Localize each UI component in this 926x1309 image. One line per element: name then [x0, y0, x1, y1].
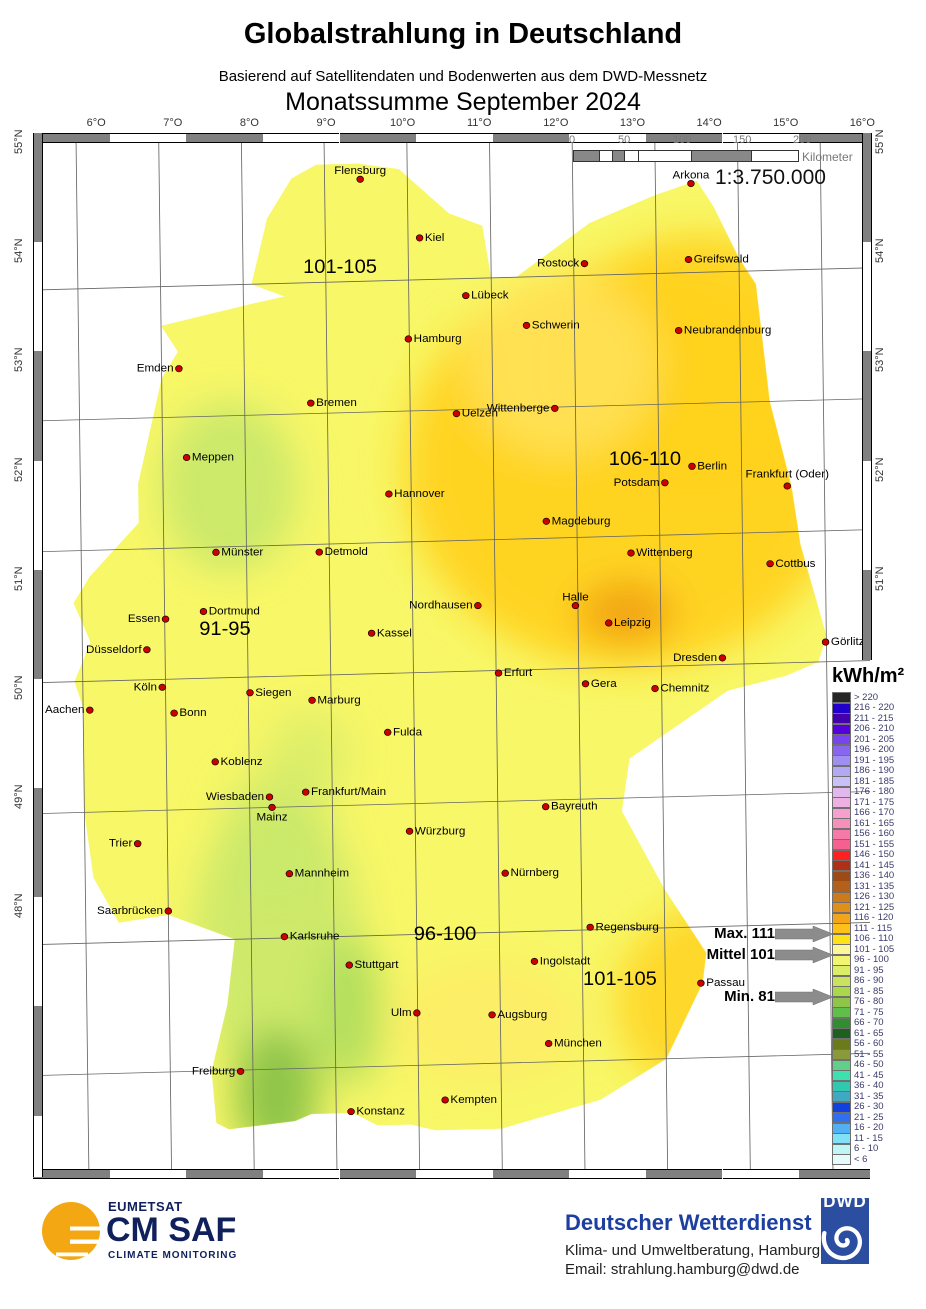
svg-text:Wittenberg: Wittenberg	[636, 547, 692, 559]
svg-text:Meppen: Meppen	[192, 452, 234, 464]
svg-text:Regensburg: Regensburg	[595, 922, 658, 934]
svg-text:Erfurt: Erfurt	[504, 667, 533, 679]
svg-text:Halle: Halle	[562, 592, 589, 604]
svg-text:Marburg: Marburg	[317, 695, 360, 707]
svg-text:Fulda: Fulda	[393, 727, 423, 739]
svg-text:Emden: Emden	[137, 363, 174, 375]
svg-text:Wiesbaden: Wiesbaden	[206, 791, 264, 803]
svg-text:Wittenberge: Wittenberge	[487, 403, 550, 415]
svg-text:Ingolstadt: Ingolstadt	[540, 956, 591, 968]
svg-text:Chemnitz: Chemnitz	[660, 683, 709, 695]
svg-text:Frankfurt/Main: Frankfurt/Main	[311, 786, 386, 798]
svg-text:Bonn: Bonn	[179, 707, 206, 719]
svg-text:Köln: Köln	[134, 681, 157, 693]
svg-text:Aachen: Aachen	[45, 704, 84, 716]
svg-text:Hannover: Hannover	[394, 488, 445, 500]
svg-text:Kempten: Kempten	[450, 1094, 497, 1106]
svg-text:Detmold: Detmold	[325, 546, 368, 558]
svg-text:Münster: Münster	[221, 547, 263, 559]
svg-text:Saarbrücken: Saarbrücken	[97, 905, 163, 917]
svg-text:Greifswald: Greifswald	[694, 254, 749, 266]
svg-text:96-100: 96-100	[414, 923, 477, 944]
svg-text:Hamburg: Hamburg	[414, 333, 462, 345]
svg-text:Rostock: Rostock	[537, 258, 579, 270]
svg-text:Dresden: Dresden	[673, 652, 717, 664]
svg-text:Konstanz: Konstanz	[356, 1106, 405, 1118]
svg-text:Görlitz: Görlitz	[831, 636, 865, 648]
svg-text:Augsburg: Augsburg	[497, 1009, 547, 1021]
svg-text:Nordhausen: Nordhausen	[409, 600, 472, 612]
svg-text:Schwerin: Schwerin	[532, 320, 580, 332]
svg-text:Bremen: Bremen	[316, 397, 357, 409]
svg-text:Siegen: Siegen	[255, 687, 291, 699]
svg-text:Leipzig: Leipzig	[614, 617, 651, 629]
svg-text:Essen: Essen	[128, 613, 160, 625]
svg-text:Nürnberg: Nürnberg	[511, 867, 560, 879]
svg-text:101-105: 101-105	[583, 968, 657, 989]
svg-text:Karlsruhe: Karlsruhe	[290, 931, 340, 943]
svg-text:Flensburg: Flensburg	[334, 165, 386, 177]
svg-text:Kassel: Kassel	[377, 628, 412, 640]
svg-text:Mannheim: Mannheim	[295, 868, 349, 880]
svg-text:106-110: 106-110	[609, 448, 681, 469]
svg-text:Frankfurt (Oder): Frankfurt (Oder)	[746, 469, 830, 481]
svg-text:München: München	[554, 1038, 602, 1050]
svg-text:Düsseldorf: Düsseldorf	[86, 644, 142, 656]
svg-text:Freiburg: Freiburg	[192, 1066, 235, 1078]
svg-text:Gera: Gera	[591, 678, 618, 690]
svg-text:91-95: 91-95	[199, 618, 251, 639]
svg-text:Ulm: Ulm	[391, 1007, 412, 1019]
svg-text:Kiel: Kiel	[425, 232, 444, 244]
svg-text:Passau: Passau	[706, 977, 745, 989]
svg-text:Mainz: Mainz	[256, 812, 287, 824]
svg-text:Potsdam: Potsdam	[614, 477, 660, 489]
svg-text:Berlin: Berlin	[697, 461, 727, 473]
svg-text:Stuttgart: Stuttgart	[355, 959, 400, 971]
svg-text:Arkona: Arkona	[673, 170, 711, 182]
svg-text:Würzburg: Würzburg	[415, 826, 465, 838]
svg-text:Trier: Trier	[109, 838, 133, 850]
svg-text:Cottbus: Cottbus	[775, 558, 815, 570]
svg-text:Magdeburg: Magdeburg	[552, 516, 611, 528]
svg-text:Neubrandenburg: Neubrandenburg	[684, 325, 771, 337]
svg-text:Lübeck: Lübeck	[471, 290, 509, 302]
svg-text:Koblenz: Koblenz	[221, 756, 263, 768]
svg-text:Dortmund: Dortmund	[209, 606, 260, 618]
svg-text:101-105: 101-105	[303, 256, 377, 277]
svg-text:Bayreuth: Bayreuth	[551, 801, 598, 813]
